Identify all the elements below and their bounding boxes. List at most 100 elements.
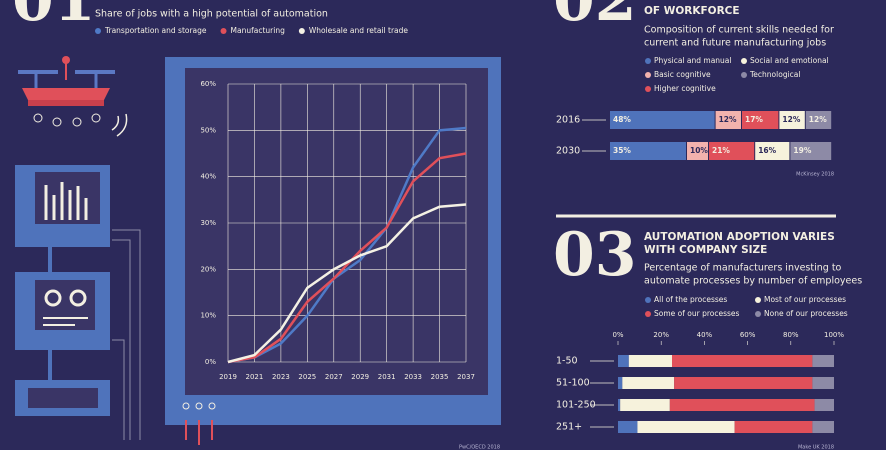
value-label: 16%	[758, 146, 776, 155]
bar-segment	[755, 142, 790, 160]
bar-segment	[610, 142, 686, 160]
subtitle: Composition of current skills needed for	[644, 25, 834, 36]
legend-swatch	[298, 28, 305, 34]
subtitle: current and future manufacturing jobs	[644, 38, 826, 49]
bar-segment	[618, 421, 638, 433]
source: Make UK 2018	[798, 445, 834, 450]
series-line	[227, 203, 467, 364]
legend-swatch	[645, 311, 651, 317]
bar-segment	[637, 421, 735, 433]
subtitle: Share of jobs with a high potential of a…	[95, 9, 328, 20]
legend-swatch	[755, 297, 761, 303]
bar-segment	[687, 142, 708, 160]
x-tick-label: 2023	[272, 373, 290, 381]
section-number: 01	[12, 0, 96, 35]
bar-segment	[618, 377, 623, 389]
legend-label: Wholesale and retail trade	[309, 26, 409, 35]
legend-swatch	[220, 28, 227, 34]
title: AUTOMATION ADOPTION VARIES	[644, 231, 835, 243]
x-tick-label: 2033	[404, 373, 422, 381]
subtitle: automate processes by number of employee…	[644, 276, 862, 287]
x-tick-label: 20%	[653, 331, 669, 339]
source: PwC/OECD 2018	[459, 445, 500, 450]
bar-segment	[812, 355, 834, 367]
y-tick-label: 30%	[200, 219, 216, 227]
legend-label: Physical and manual	[654, 56, 731, 65]
x-tick-label: 100%	[824, 331, 844, 339]
legend-label: All of the processes	[654, 295, 727, 304]
legend-swatch	[645, 86, 651, 92]
x-tick-label: 0%	[612, 331, 623, 339]
bar-segment	[805, 111, 832, 129]
y-tick-label: 50%	[200, 126, 216, 134]
legend-swatch	[755, 311, 761, 317]
legend-swatch	[741, 58, 747, 64]
category-label: 101-250	[556, 400, 596, 411]
bar-segment	[618, 355, 629, 367]
bar-segment	[618, 399, 621, 411]
x-tick-label: 60%	[740, 331, 756, 339]
y-tick-label: 0%	[205, 358, 216, 366]
value-label: 12%	[809, 115, 827, 124]
category-label: 51-100	[556, 378, 590, 389]
series-line	[227, 152, 467, 364]
legend-label: Most of our processes	[764, 295, 846, 304]
source: McKinsey 2018	[796, 172, 834, 178]
section-number: 03	[553, 220, 637, 290]
x-tick-label: 80%	[783, 331, 799, 339]
bar-segment	[620, 399, 670, 411]
x-tick-label: 2019	[219, 373, 237, 381]
y-tick-label: 40%	[200, 173, 216, 181]
bar-segment	[790, 142, 832, 160]
bar-segment	[628, 355, 672, 367]
bar-segment	[674, 377, 813, 389]
bar-segment	[715, 111, 741, 129]
legend-swatch	[645, 58, 651, 64]
value-label: 12%	[719, 115, 737, 124]
legend-swatch	[95, 28, 101, 34]
x-tick-label: 2027	[325, 373, 343, 381]
legend-label: Higher cognitive	[654, 84, 716, 93]
bar-segment	[672, 355, 813, 367]
series-line	[227, 126, 467, 364]
category-label: 2030	[556, 146, 580, 157]
y-tick-label: 20%	[200, 265, 216, 273]
bar-segment	[709, 142, 755, 160]
value-label: 17%	[745, 115, 763, 124]
x-tick-label: 40%	[697, 331, 713, 339]
subtitle: Percentage of manufacturers investing to	[644, 263, 842, 274]
bar-segment	[812, 377, 834, 389]
legend-swatch	[645, 297, 651, 303]
legend-label: Basic cognitive	[654, 70, 711, 79]
category-label: 251+	[556, 422, 582, 433]
illustration	[15, 56, 501, 445]
title: OF WORKFORCE	[644, 5, 740, 17]
legend-label: Some of our processes	[654, 309, 740, 318]
legend-label: Social and emotional	[750, 56, 829, 65]
value-label: 19%	[793, 146, 811, 155]
bar-segment	[779, 111, 805, 129]
x-tick-label: 2037	[457, 373, 475, 381]
bar-segment	[610, 111, 715, 129]
value-label: 12%	[782, 115, 800, 124]
bar-segment	[742, 111, 779, 129]
bar-segment	[812, 421, 834, 433]
y-tick-label: 60%	[200, 80, 216, 88]
value-label: 35%	[613, 146, 631, 155]
y-tick-label: 10%	[200, 312, 216, 320]
x-tick-label: 2021	[246, 373, 264, 381]
bar-segment	[734, 421, 813, 433]
value-label: 21%	[712, 146, 730, 155]
legend-label: Technological	[749, 70, 800, 79]
bar-segment	[814, 399, 834, 411]
legend-swatch	[741, 72, 747, 78]
bar-segment	[669, 399, 815, 411]
x-tick-label: 2035	[431, 373, 449, 381]
section-number: 02	[553, 0, 637, 35]
value-label: 48%	[613, 115, 631, 124]
value-label: 10%	[690, 146, 708, 155]
legend-label: Transportation and storage	[104, 26, 207, 35]
x-tick-label: 2029	[351, 373, 369, 381]
legend-label: Manufacturing	[231, 26, 286, 35]
